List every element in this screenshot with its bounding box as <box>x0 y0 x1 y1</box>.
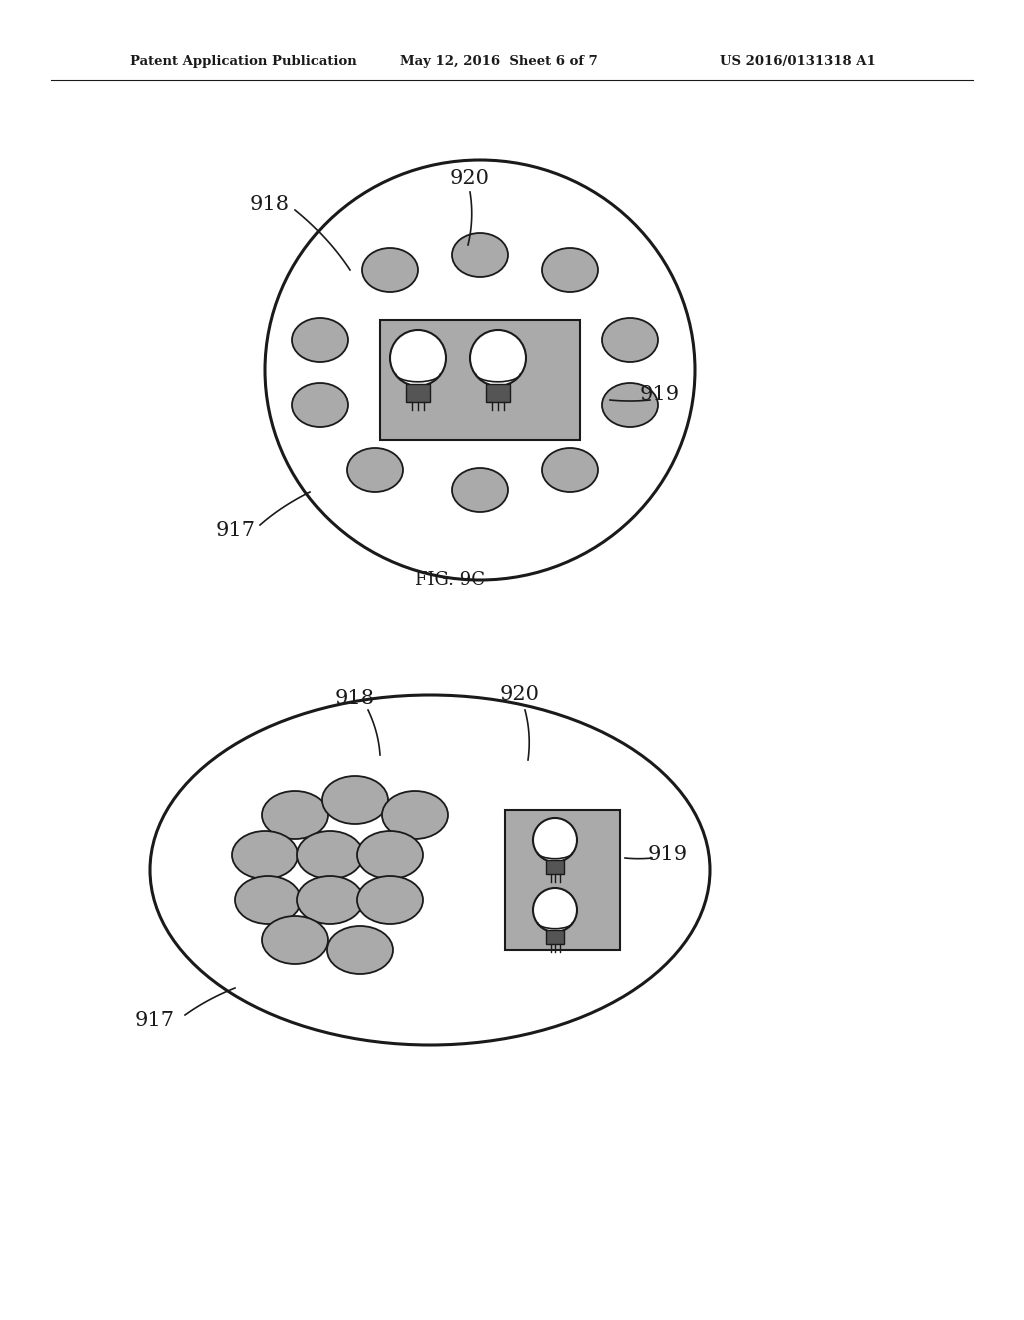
Ellipse shape <box>347 447 403 492</box>
Ellipse shape <box>327 927 393 974</box>
Ellipse shape <box>322 776 388 824</box>
Ellipse shape <box>357 876 423 924</box>
Ellipse shape <box>292 383 348 426</box>
Ellipse shape <box>542 248 598 292</box>
Bar <box>505 810 620 950</box>
Ellipse shape <box>297 832 362 879</box>
Ellipse shape <box>234 876 301 924</box>
Ellipse shape <box>297 876 362 924</box>
Text: US 2016/0131318 A1: US 2016/0131318 A1 <box>720 55 876 69</box>
Ellipse shape <box>262 916 328 964</box>
Ellipse shape <box>382 791 449 840</box>
Ellipse shape <box>232 832 298 879</box>
Bar <box>546 931 564 944</box>
Ellipse shape <box>602 318 658 362</box>
Bar <box>406 384 430 403</box>
Circle shape <box>470 330 526 385</box>
Bar <box>546 861 564 874</box>
Text: May 12, 2016  Sheet 6 of 7: May 12, 2016 Sheet 6 of 7 <box>400 55 598 69</box>
Bar <box>380 319 580 440</box>
Text: 919: 919 <box>648 846 688 865</box>
Ellipse shape <box>362 248 418 292</box>
Text: 919: 919 <box>640 385 680 404</box>
Ellipse shape <box>262 791 328 840</box>
Ellipse shape <box>452 469 508 512</box>
Circle shape <box>534 888 577 932</box>
Ellipse shape <box>150 696 710 1045</box>
Text: 918: 918 <box>335 689 375 708</box>
Ellipse shape <box>542 447 598 492</box>
Text: 917: 917 <box>216 520 256 540</box>
Ellipse shape <box>452 234 508 277</box>
Text: Patent Application Publication: Patent Application Publication <box>130 55 356 69</box>
Ellipse shape <box>292 318 348 362</box>
Bar <box>486 384 510 403</box>
Text: 917: 917 <box>135 1011 175 1030</box>
Ellipse shape <box>265 160 695 579</box>
Text: FIG. 9C: FIG. 9C <box>415 572 485 589</box>
Text: 920: 920 <box>500 685 540 705</box>
Circle shape <box>390 330 446 385</box>
Text: 918: 918 <box>250 195 290 214</box>
Ellipse shape <box>357 832 423 879</box>
Text: 920: 920 <box>450 169 490 187</box>
Circle shape <box>534 818 577 862</box>
Ellipse shape <box>602 383 658 426</box>
